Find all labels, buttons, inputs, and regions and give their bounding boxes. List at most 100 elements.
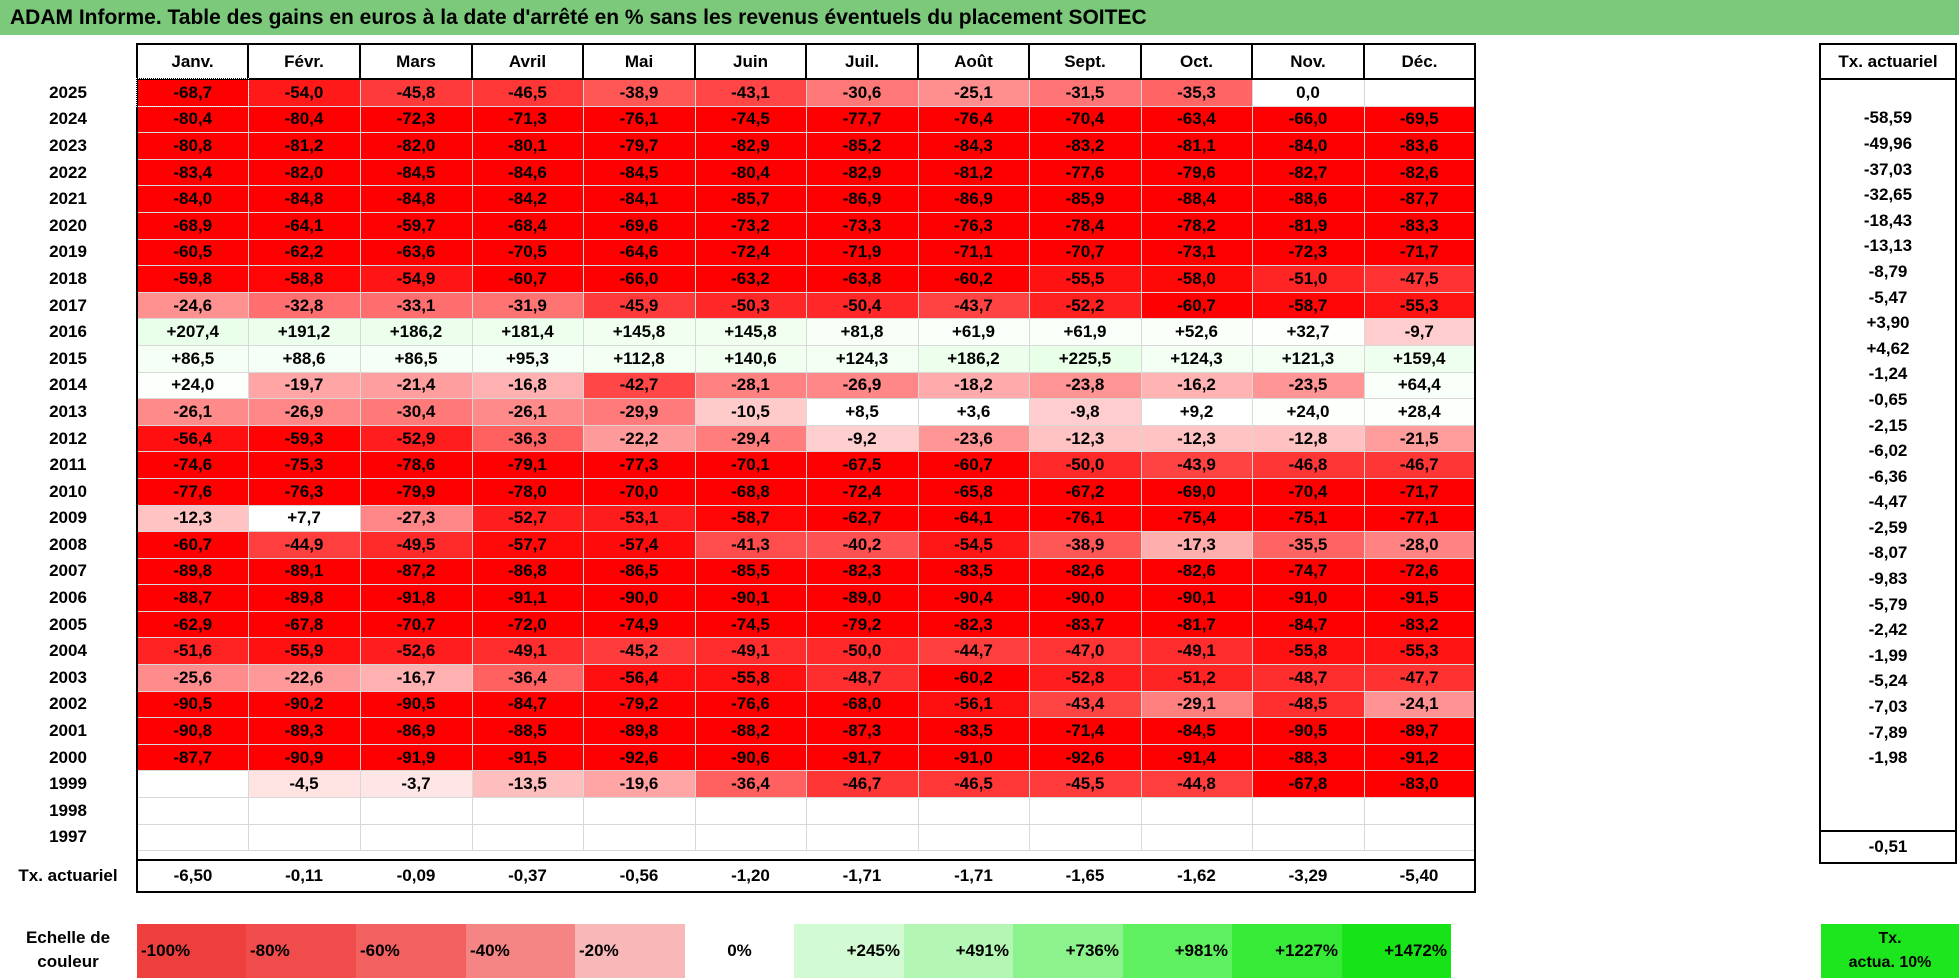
gain-cell[interactable]: -76,1 [582,105,696,134]
gain-cell[interactable]: -80,4 [136,105,249,134]
gain-cell[interactable]: -73,2 [694,211,807,240]
gain-cell[interactable]: -41,3 [694,531,807,559]
gain-cell[interactable]: -90,8 [136,717,249,745]
gain-cell[interactable]: -46,7 [805,770,919,799]
gain-cell[interactable]: -76,4 [917,105,1030,134]
gain-cell[interactable]: -84,2 [471,185,584,213]
gain-cell[interactable]: -68,0 [805,690,919,719]
gain-cell[interactable]: -81,9 [1251,211,1365,240]
gain-cell[interactable]: -76,6 [694,690,807,719]
gain-cell[interactable]: -70,4 [1028,105,1142,134]
gain-cell[interactable]: -45,5 [1028,770,1142,799]
gain-cell[interactable]: -89,3 [247,717,361,745]
gain-cell[interactable]: -90,9 [247,743,361,772]
gain-cell[interactable]: -87,2 [359,557,473,586]
gain-cell[interactable]: -26,9 [247,398,361,426]
gain-cell[interactable] [1363,77,1476,107]
gain-cell[interactable]: -48,7 [1251,664,1365,692]
gain-cell[interactable]: -89,8 [136,557,249,586]
gain-cell[interactable]: -88,4 [1140,185,1253,213]
gain-cell[interactable]: -82,6 [1363,158,1476,187]
gain-cell[interactable]: -19,6 [582,770,696,799]
gain-cell[interactable]: -76,1 [1028,504,1142,533]
gain-cell[interactable]: -59,8 [136,265,249,293]
gain-cell[interactable]: -52,8 [1028,664,1142,692]
gain-cell[interactable]: -46,7 [1363,451,1476,479]
gain-cell[interactable]: +140,6 [694,344,807,373]
gain-cell[interactable] [136,823,249,852]
gain-cell[interactable]: -51,2 [1140,664,1253,692]
gain-cell[interactable]: +8,5 [805,398,919,426]
gain-cell[interactable]: -24,6 [136,291,249,320]
gain-cell[interactable]: -83,3 [1363,211,1476,240]
gain-cell[interactable]: -62,9 [136,610,249,639]
gain-cell[interactable]: -90,4 [917,584,1030,612]
gain-cell[interactable]: -76,3 [247,477,361,506]
gain-cell[interactable]: -79,9 [359,477,473,506]
gain-cell[interactable]: -75,3 [247,451,361,479]
gain-cell[interactable]: -81,7 [1140,610,1253,639]
gain-cell[interactable]: -89,1 [247,557,361,586]
gain-cell[interactable] [805,797,919,825]
gain-cell[interactable]: -84,6 [471,158,584,187]
gain-cell[interactable]: -55,9 [247,637,361,666]
gain-cell[interactable]: -36,4 [694,770,807,799]
gain-cell[interactable]: -92,6 [1028,743,1142,772]
gain-cell[interactable]: -4,5 [247,770,361,799]
gain-cell[interactable]: -31,9 [471,291,584,320]
gain-cell[interactable]: -91,1 [471,584,584,612]
gain-cell[interactable]: +86,5 [359,344,473,373]
gain-cell[interactable]: -49,1 [1140,637,1253,666]
gain-cell[interactable]: -12,3 [1140,424,1253,453]
gain-cell[interactable]: -89,8 [247,584,361,612]
gain-cell[interactable]: -86,8 [471,557,584,586]
gain-cell[interactable]: +225,5 [1028,344,1142,373]
gain-cell[interactable]: -26,9 [805,371,919,400]
gain-cell[interactable]: +61,9 [917,318,1030,346]
gain-cell[interactable]: +88,6 [247,344,361,373]
gain-cell[interactable]: -44,9 [247,531,361,559]
gain-cell[interactable]: -29,9 [582,398,696,426]
gain-cell[interactable] [1363,797,1476,825]
gain-cell[interactable]: 0,0 [1251,77,1365,107]
gain-cell[interactable]: -78,4 [1028,211,1142,240]
gain-cell[interactable]: -51,6 [136,637,249,666]
gain-cell[interactable]: -28,0 [1363,531,1476,559]
gain-cell[interactable]: -78,6 [359,451,473,479]
gain-cell[interactable]: -60,5 [136,238,249,267]
gain-cell[interactable]: -70,0 [582,477,696,506]
gain-cell[interactable]: -74,5 [694,105,807,134]
gain-cell[interactable]: -75,1 [1251,504,1365,533]
gain-cell[interactable]: -50,0 [1028,451,1142,479]
gain-cell[interactable]: -60,2 [917,664,1030,692]
gain-cell[interactable]: -55,3 [1363,291,1476,320]
gain-cell[interactable]: -64,1 [917,504,1030,533]
gain-cell[interactable]: -18,2 [917,371,1030,400]
gain-cell[interactable]: -74,7 [1251,557,1365,586]
gain-cell[interactable]: -29,4 [694,424,807,453]
gain-cell[interactable]: -69,0 [1140,477,1253,506]
gain-cell[interactable] [1363,823,1476,852]
gain-cell[interactable]: -57,7 [471,531,584,559]
gain-cell[interactable]: -63,2 [694,265,807,293]
gain-cell[interactable]: -46,5 [917,770,1030,799]
gain-cell[interactable]: -59,7 [359,211,473,240]
gain-cell[interactable] [917,823,1030,852]
gain-cell[interactable]: -84,5 [359,158,473,187]
gain-cell[interactable]: -66,0 [582,265,696,293]
gain-cell[interactable]: -38,9 [1028,531,1142,559]
gain-cell[interactable]: -86,5 [582,557,696,586]
gain-cell[interactable]: -82,0 [359,132,473,160]
gain-cell[interactable]: -88,6 [1251,185,1365,213]
gain-cell[interactable] [805,823,919,852]
gain-cell[interactable]: -90,0 [582,584,696,612]
gain-cell[interactable]: -84,3 [917,132,1030,160]
gain-cell[interactable]: +28,4 [1363,398,1476,426]
gain-cell[interactable]: -64,1 [247,211,361,240]
gain-cell[interactable]: -79,6 [1140,158,1253,187]
gain-cell[interactable]: -68,7 [136,77,249,108]
gain-cell[interactable]: -67,2 [1028,477,1142,506]
gain-cell[interactable]: -49,1 [471,637,584,666]
gain-cell[interactable]: -82,9 [805,158,919,187]
gain-cell[interactable]: -60,7 [471,265,584,293]
